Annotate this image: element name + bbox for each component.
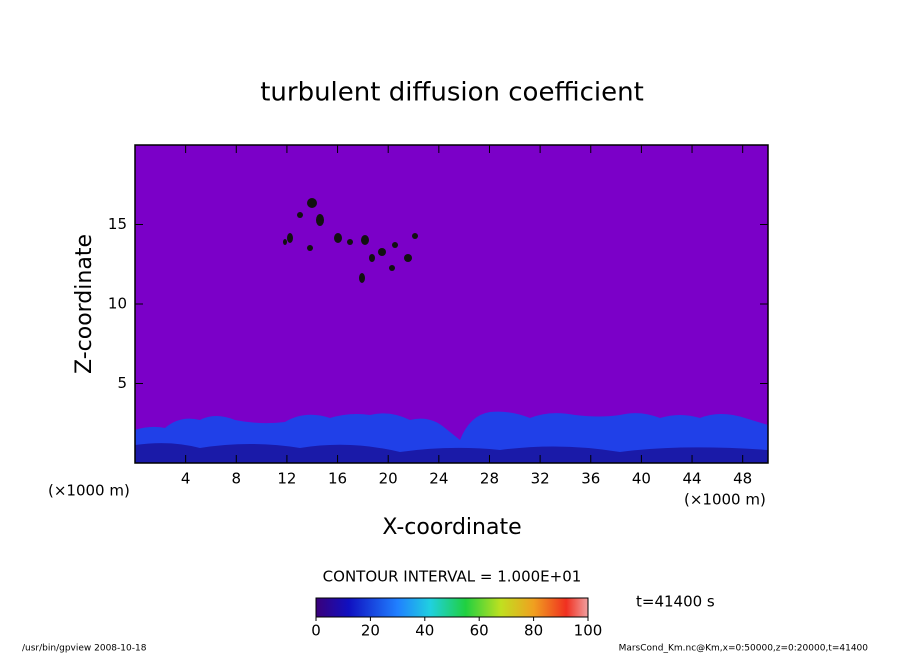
field xyxy=(135,145,768,463)
x-tick-label: 4 xyxy=(181,470,191,488)
x-tick-label: 16 xyxy=(328,470,347,488)
y-tick-label: 10 xyxy=(108,295,127,313)
footer-left: /usr/bin/gpview 2008-10-18 xyxy=(22,644,147,654)
x-tick-label: 24 xyxy=(429,470,448,488)
x-tick-label: 48 xyxy=(733,470,752,488)
colorbar-tick-label: 80 xyxy=(524,622,543,640)
colorbar-tick-label: 40 xyxy=(415,622,434,640)
x-tick-label: 12 xyxy=(277,470,296,488)
y-tick-label: 5 xyxy=(117,374,127,392)
x-unit: (×1000 m) xyxy=(684,491,766,509)
x-tick-label: 44 xyxy=(682,470,701,488)
x-unit: (×1000 m) xyxy=(48,482,130,500)
colorbar-tick-label: 20 xyxy=(361,622,380,640)
colorbar-tick-label: 60 xyxy=(470,622,489,640)
turbulent-layer-base xyxy=(135,443,768,463)
y-tick-label: 15 xyxy=(108,215,127,233)
contour-interval: CONTOUR INTERVAL = 1.000E+01 xyxy=(323,568,582,586)
chart-title: turbulent diffusion coefficient xyxy=(260,78,644,108)
colorbar-tick-label: 100 xyxy=(574,622,603,640)
x-tick-label: 8 xyxy=(232,470,242,488)
blob-cluster xyxy=(283,198,418,283)
x-tick-label: 20 xyxy=(379,470,398,488)
x-tick-label: 36 xyxy=(581,470,600,488)
x-tick-label: 32 xyxy=(531,470,550,488)
x-tick-label: 28 xyxy=(480,470,499,488)
y-axis-label: Z-coordinate xyxy=(72,234,97,374)
colorbar xyxy=(315,597,589,618)
x-axis-label: X-coordinate xyxy=(382,515,521,540)
colorbar-tick-label: 0 xyxy=(311,622,321,640)
x-tick-label: 40 xyxy=(632,470,651,488)
footer-right: MarsCond_Km.nc@Km,x=0:50000,z=0:20000,t=… xyxy=(619,644,869,654)
time-label: t=41400 s xyxy=(636,593,715,611)
